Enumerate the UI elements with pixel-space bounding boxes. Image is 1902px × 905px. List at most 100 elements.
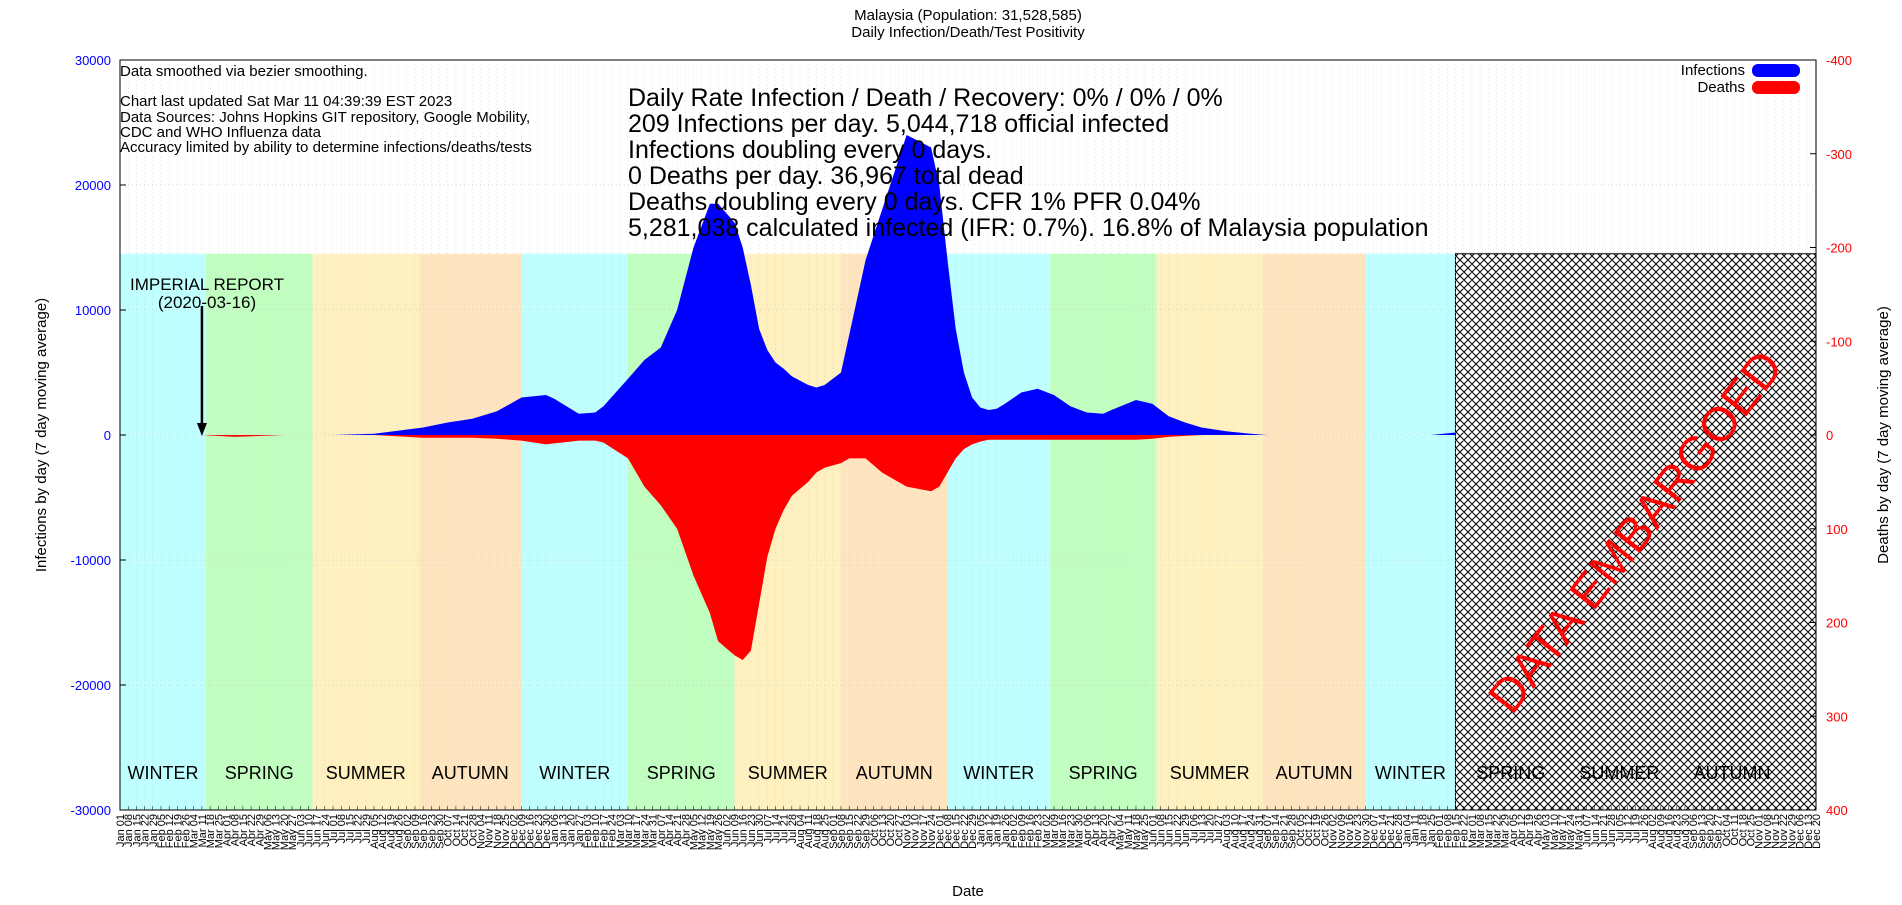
- x-tick-label-6: Feb 12: [164, 814, 176, 848]
- x-tick-label-18: May 06: [262, 814, 274, 850]
- x-tick-label-157: Jan 04: [1401, 814, 1413, 847]
- right-tick-label-4: 0: [1826, 428, 1833, 443]
- left-tick-label-1: 20000: [75, 178, 111, 193]
- right-tick-label-5: 100: [1826, 522, 1848, 537]
- x-tick-label-83: Aug 04: [795, 814, 807, 849]
- right-axis-label: Deaths by day (7 day moving average): [1875, 306, 1892, 564]
- x-tick-label-118: Apr 06: [1082, 814, 1094, 846]
- stat-line-1: Daily Rate Infection / Death / Recovery:…: [628, 84, 1223, 112]
- season-band-2: [312, 253, 420, 810]
- x-tick-label-194: Sep 20: [1704, 814, 1716, 849]
- x-tick-label-185: Jul 19: [1631, 814, 1643, 843]
- x-tick-label-79: Jul 07: [762, 814, 774, 843]
- x-tick-label-154: Dec 14: [1377, 814, 1389, 849]
- annotation-line-1: IMPERIAL REPORT: [130, 275, 284, 294]
- left-tick-label-4: -10000: [71, 553, 111, 568]
- x-tick-label-55: Jan 20: [566, 814, 578, 847]
- right-tick-label-6: 200: [1826, 616, 1848, 631]
- x-tick-label-132: Jul 13: [1197, 814, 1209, 843]
- x-tick-label-26: Jul 01: [328, 814, 340, 843]
- x-tick-label-189: Aug 16: [1664, 814, 1676, 849]
- x-tick-label-137: Aug 17: [1237, 814, 1249, 849]
- x-tick-label-63: Mar 17: [631, 814, 643, 848]
- x-tick-label-131: Jul 06: [1188, 814, 1200, 843]
- season-label-0: WINTER: [128, 763, 199, 783]
- x-tick-label-123: May 11: [1123, 814, 1135, 849]
- stat-line-4: 0 Deaths per day. 36,967 total dead: [628, 162, 1024, 190]
- x-tick-label-12: Mar 25: [213, 814, 225, 848]
- x-tick-label-201: Nov 08: [1762, 814, 1774, 849]
- season-label-11: AUTUMN: [1276, 763, 1353, 783]
- x-tick-label-57: Feb 03: [582, 814, 594, 848]
- season-band-4: [521, 253, 628, 810]
- x-tick-label-146: Oct 19: [1311, 814, 1323, 846]
- legend-infections-swatch: [1752, 64, 1800, 77]
- x-tick-label-71: May 12: [697, 814, 709, 850]
- season-band-12: [1365, 253, 1456, 810]
- x-tick-label-56: Jan 27: [574, 814, 586, 847]
- x-tick-label-110: Feb 09: [1016, 814, 1028, 848]
- x-tick-label-184: Jul 12: [1623, 814, 1635, 843]
- x-tick-label-113: Mar 02: [1041, 814, 1053, 848]
- x-tick-label-109: Feb 02: [1008, 814, 1020, 848]
- x-tick-label-7: Feb 19: [172, 814, 184, 848]
- x-tick-label-10: Mar 11: [197, 814, 209, 847]
- x-tick-label-180: Jun 14: [1590, 814, 1602, 847]
- right-tick-label-0: -400: [1826, 53, 1852, 68]
- x-tick-label-14: Apr 08: [230, 814, 242, 846]
- x-tick-label-121: Apr 27: [1106, 814, 1118, 846]
- x-tick-label-77: Jun 23: [746, 814, 758, 847]
- x-tick-label-31: Aug 05: [369, 814, 381, 849]
- x-tick-label-9: Mar 04: [189, 814, 201, 848]
- right-tick-label-7: 300: [1826, 709, 1848, 724]
- x-tick-label-101: Dec 08: [943, 814, 955, 849]
- x-tick-label-164: Feb 22: [1459, 814, 1471, 848]
- x-tick-label-108: Jan 26: [1000, 814, 1012, 847]
- x-tick-label-149: Nov 09: [1336, 814, 1348, 849]
- note-accuracy: Accuracy limited by ability to determine…: [120, 139, 532, 156]
- right-axis: -400 -300 -200 -100 0 100 200 300 400: [1810, 53, 1852, 818]
- left-axis-label: Infections by day (7 day moving average): [33, 298, 50, 572]
- x-tick-label-135: Aug 03: [1221, 814, 1233, 849]
- x-tick-label-114: Mar 09: [1049, 814, 1061, 848]
- x-tick-label-116: Mar 23: [1065, 814, 1077, 848]
- x-tick-label-91: Sep 29: [861, 814, 873, 849]
- x-tick-label-125: May 25: [1139, 814, 1151, 850]
- season-band-0: [120, 253, 207, 810]
- x-tick-label-94: Oct 20: [885, 814, 897, 846]
- x-tick-label-74: Jun 02: [721, 814, 733, 847]
- x-tick-label-76: Jun 16: [738, 814, 750, 847]
- x-tick-label-2: Jan 15: [131, 814, 143, 847]
- x-tick-label-30: Jul 29: [361, 814, 373, 843]
- x-tick-label-151: Nov 23: [1352, 814, 1364, 849]
- note-sources-1: Data Sources: Johns Hopkins GIT reposito…: [120, 109, 530, 126]
- x-tick-label-150: Nov 16: [1344, 814, 1356, 849]
- x-tick-label-202: Nov 15: [1770, 814, 1782, 849]
- x-tick-label-165: Mar 01: [1467, 814, 1479, 848]
- x-tick-label-3: Jan 22: [140, 814, 152, 847]
- x-tick-label-129: Jun 22: [1172, 814, 1184, 847]
- x-tick-label-8: Feb 26: [181, 814, 193, 848]
- right-tick-label-2: -200: [1826, 241, 1852, 256]
- x-tick-label-204: Nov 29: [1786, 814, 1798, 849]
- x-tick-label-144: Oct 05: [1295, 814, 1307, 846]
- season-label-12: WINTER: [1375, 763, 1446, 783]
- season-label-15: AUTUMN: [1694, 763, 1771, 783]
- x-tick-label-117: Mar 30: [1074, 814, 1086, 848]
- season-band-10: [1156, 253, 1263, 810]
- x-tick-label-193: Sep 13: [1696, 814, 1708, 849]
- x-tick-label-122: May 04: [1115, 814, 1127, 850]
- x-tick-label-52: Dec 30: [541, 814, 553, 849]
- x-tick-label-47: Nov 25: [500, 814, 512, 849]
- x-tick-label-191: Aug 30: [1680, 814, 1692, 849]
- note-sources-2: CDC and WHO Influenza data: [120, 124, 322, 141]
- x-tick-label-173: Apr 26: [1532, 814, 1544, 846]
- x-tick-label-183: Jul 05: [1614, 814, 1626, 843]
- x-tick-label-11: Mar 18: [205, 814, 217, 848]
- x-tick-label-172: Apr 19: [1524, 814, 1536, 846]
- x-tick-label-207: Dec 20: [1811, 814, 1823, 849]
- season-band-8: [947, 253, 1050, 810]
- x-tick-label-17: Apr 29: [254, 814, 266, 846]
- x-tick-label-100: Dec 01: [934, 814, 946, 849]
